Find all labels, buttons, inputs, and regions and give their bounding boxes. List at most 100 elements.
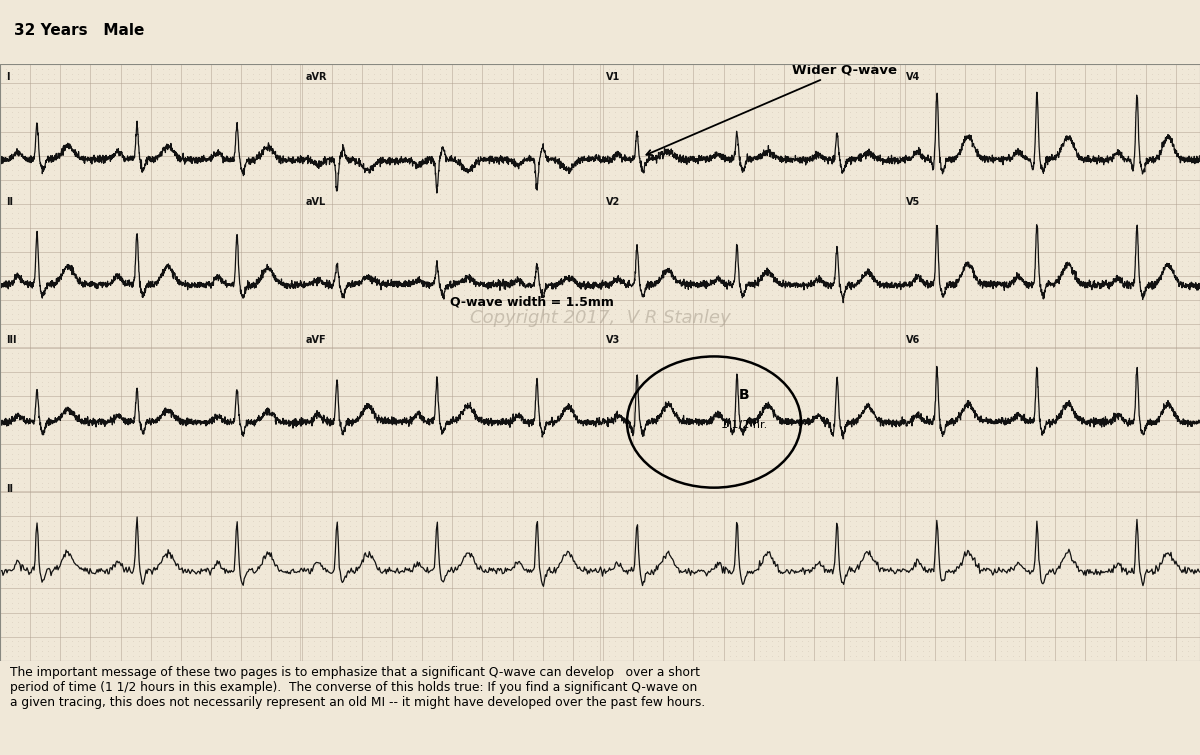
- Point: [889, 87, 908, 99]
- Point: [642, 352, 661, 364]
- Point: [606, 347, 625, 359]
- Point: [581, 116, 600, 128]
- Point: [98, 501, 118, 513]
- Point: [828, 433, 847, 445]
- Point: [961, 106, 980, 119]
- Point: [871, 424, 890, 436]
- Point: [2, 207, 22, 219]
- Point: [166, 472, 185, 484]
- Point: [991, 433, 1010, 445]
- Point: [310, 68, 329, 80]
- Point: [98, 337, 118, 350]
- Point: [166, 544, 185, 556]
- Point: [136, 265, 155, 277]
- Point: [991, 472, 1010, 484]
- Point: [286, 482, 305, 494]
- Point: [274, 304, 293, 316]
- Point: [1021, 636, 1040, 648]
- Point: [937, 448, 956, 460]
- Point: [401, 553, 420, 565]
- Point: [810, 106, 829, 119]
- Point: [395, 328, 414, 340]
- Point: [238, 352, 257, 364]
- Point: [1118, 131, 1138, 143]
- Point: [38, 563, 58, 575]
- Point: [8, 515, 28, 527]
- Point: [196, 337, 215, 350]
- Point: [672, 520, 691, 532]
- Point: [395, 178, 414, 190]
- Point: [425, 308, 444, 320]
- Point: [539, 381, 558, 393]
- Point: [792, 68, 811, 80]
- Point: [515, 563, 534, 575]
- Point: [491, 352, 510, 364]
- Point: [847, 337, 866, 350]
- Point: [515, 515, 534, 527]
- Point: [346, 476, 365, 488]
- Point: [68, 183, 88, 196]
- Point: [226, 409, 245, 421]
- Point: [226, 337, 245, 350]
- Point: [1039, 361, 1058, 373]
- Point: [154, 452, 173, 464]
- Point: [931, 260, 950, 273]
- Point: [365, 597, 384, 609]
- Point: [539, 212, 558, 224]
- Point: [250, 145, 269, 157]
- Point: [521, 645, 540, 657]
- Point: [461, 467, 480, 479]
- Point: [786, 236, 805, 248]
- Point: [973, 284, 992, 296]
- Point: [0, 405, 16, 417]
- Point: [274, 458, 293, 470]
- Point: [56, 515, 76, 527]
- Point: [14, 193, 34, 205]
- Point: [56, 476, 76, 488]
- Point: [1094, 433, 1114, 445]
- Point: [1100, 587, 1120, 599]
- Point: [871, 640, 890, 652]
- Point: [26, 399, 46, 411]
- Point: [1154, 491, 1174, 503]
- Point: [160, 265, 179, 277]
- Point: [238, 563, 257, 575]
- Point: [1051, 482, 1070, 494]
- Point: [208, 525, 227, 537]
- Point: [395, 188, 414, 200]
- Point: [491, 347, 510, 359]
- Point: [160, 553, 179, 565]
- Point: [792, 92, 811, 104]
- Point: [937, 169, 956, 181]
- Point: [136, 68, 155, 80]
- Point: [606, 602, 625, 614]
- Point: [732, 68, 751, 80]
- Point: [1027, 476, 1046, 488]
- Point: [497, 265, 516, 277]
- Point: [44, 169, 64, 181]
- Point: [479, 313, 498, 325]
- Point: [575, 409, 594, 421]
- Point: [340, 592, 359, 604]
- Point: [136, 553, 155, 565]
- Point: [1130, 424, 1150, 436]
- Point: [527, 539, 546, 551]
- Point: [250, 612, 269, 624]
- Point: [600, 424, 619, 436]
- Point: [1039, 183, 1058, 196]
- Point: [268, 260, 287, 273]
- Point: [575, 496, 594, 508]
- Point: [340, 347, 359, 359]
- Point: [1124, 385, 1144, 397]
- Point: [419, 616, 438, 628]
- Point: [280, 135, 299, 147]
- Point: [521, 573, 540, 585]
- Point: [334, 424, 353, 436]
- Point: [1100, 260, 1120, 273]
- Point: [587, 361, 606, 373]
- Point: [1100, 501, 1120, 513]
- Point: [92, 97, 112, 109]
- Point: [250, 279, 269, 291]
- Point: [407, 452, 426, 464]
- Point: [672, 217, 691, 229]
